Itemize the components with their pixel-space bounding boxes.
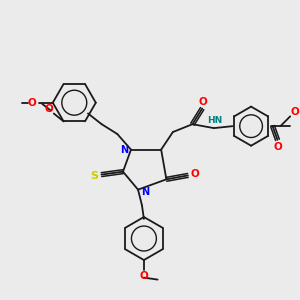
Text: N: N	[120, 145, 128, 154]
Text: O: O	[199, 97, 208, 107]
Text: O: O	[273, 142, 282, 152]
Text: O: O	[291, 107, 299, 118]
Text: O: O	[44, 103, 53, 114]
Text: O: O	[28, 98, 37, 108]
Text: HN: HN	[207, 116, 223, 125]
Text: O: O	[190, 169, 199, 179]
Text: O: O	[140, 271, 148, 281]
Text: N: N	[141, 187, 149, 196]
Text: S: S	[91, 171, 99, 181]
